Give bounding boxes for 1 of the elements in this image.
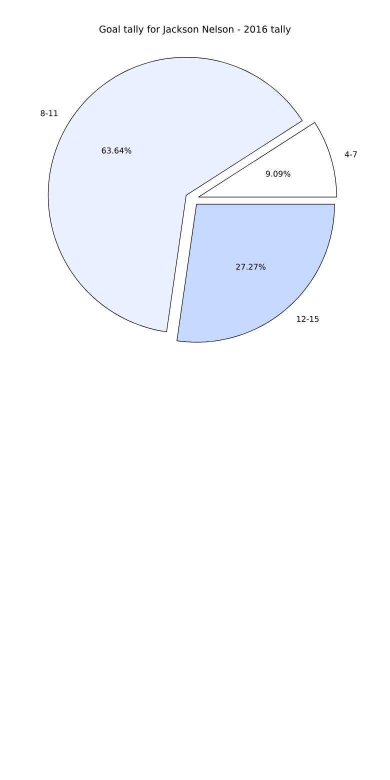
chart-title: Goal tally for Jackson Nelson - 2016 tally	[99, 25, 291, 35]
